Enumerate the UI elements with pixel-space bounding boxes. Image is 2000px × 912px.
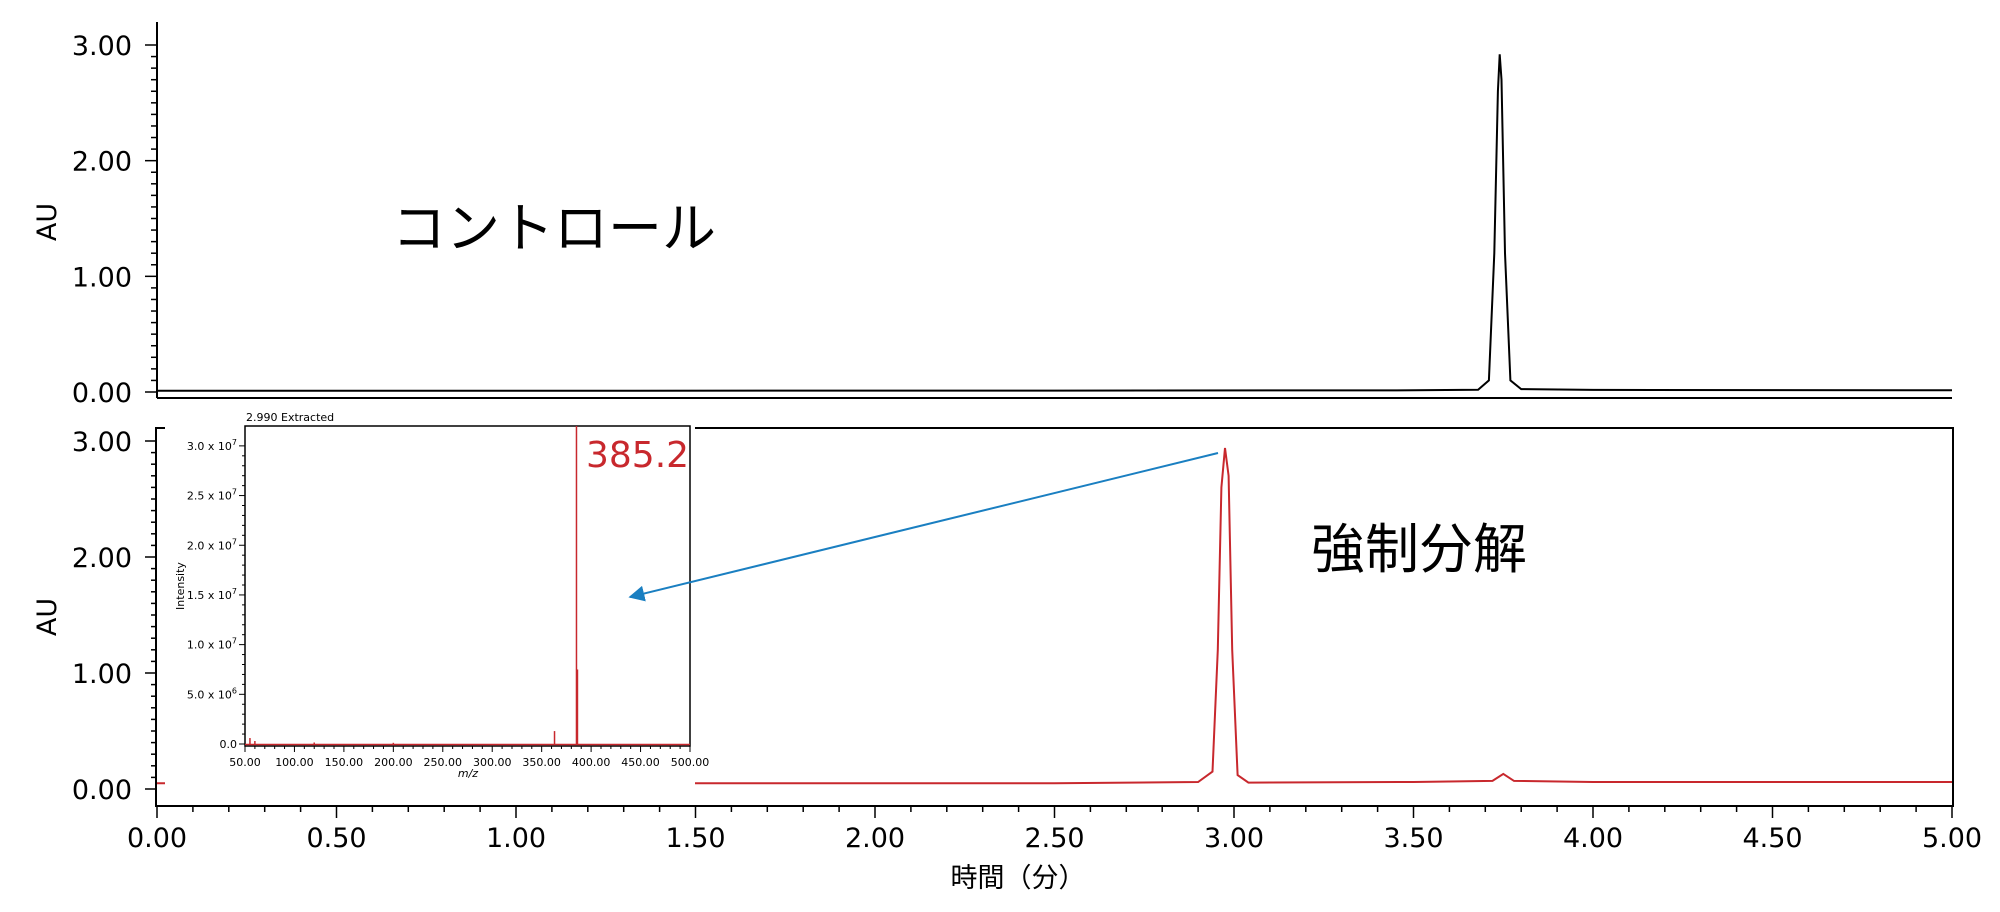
inset-plot-frame xyxy=(244,425,691,747)
forced-degradation-y-axis-title: AU xyxy=(32,598,63,636)
forced-degradation-chromatogram-panel: 0.00 1.00 2.00 3.00 0.00 0.50 1.00 1.50 2.00 2.5… xyxy=(32,427,1982,894)
inset-y-tick-label: 0.0 xyxy=(220,738,238,751)
control-y-tick-label: 3.00 xyxy=(72,31,132,62)
inset-peaks xyxy=(249,426,579,744)
inset-y-ticks: 0.0 5.0 x 106 1.0 x 107 1.5 x 107 2.0 x 107 2… xyxy=(187,438,245,751)
forced-degradation-y-tick-label: 0.00 xyxy=(72,775,132,806)
forced-degradation-x-tick-label: 2.00 xyxy=(845,823,905,854)
inset-x-tick-label: 450.00 xyxy=(621,756,660,769)
inset-x-tick-label: 300.00 xyxy=(473,756,512,769)
inset-y-tick-label: 5.0 x 106 xyxy=(187,686,237,701)
forced-degradation-y-tick-label: 2.00 xyxy=(72,543,132,574)
inset-y-tick-label: 1.0 x 107 xyxy=(187,637,237,652)
inset-background xyxy=(165,412,695,804)
control-panel-label: コントロール xyxy=(392,197,716,260)
forced-degradation-x-tick-label: 4.50 xyxy=(1742,823,1802,854)
forced-degradation-x-tick-label: 3.00 xyxy=(1204,823,1264,854)
control-y-tick-label: 0.00 xyxy=(72,378,132,409)
forced-degradation-panel-label: 強制分解 xyxy=(1311,518,1527,581)
forced-degradation-x-axis-title: 時間（分） xyxy=(951,863,1086,894)
control-y-tick-label: 1.00 xyxy=(72,262,132,293)
forced-degradation-x-tick-label: 1.50 xyxy=(665,823,725,854)
inset-y-axis-title: Intensity xyxy=(174,562,187,610)
control-chromatogram-panel: 0.00 1.00 2.00 3.00 AU コントロール xyxy=(32,22,1953,409)
inset-x-tick-label: 150.00 xyxy=(325,756,364,769)
control-y-ticks: 0.00 1.00 2.00 3.00 xyxy=(72,31,157,409)
inset-x-tick-label: 400.00 xyxy=(572,756,611,769)
forced-degradation-x-tick-label: 2.50 xyxy=(1024,823,1084,854)
forced-degradation-x-tick-label: 5.00 xyxy=(1922,823,1982,854)
mass-spectrum-inset: 2.990 Extracted 0.0 5.0 x 106 1.0 x 107 1.5… xyxy=(165,411,709,804)
control-trace-line xyxy=(156,54,1953,392)
forced-degradation-y-ticks: 0.00 1.00 2.00 3.00 xyxy=(72,427,157,806)
inset-x-ticks: 50.00 100.00 150.00 200.00 250.00 300.00 350.0… xyxy=(229,746,709,769)
inset-peak-label: 385.2 xyxy=(586,435,689,476)
control-y-tick-label: 2.00 xyxy=(72,147,132,178)
forced-degradation-x-ticks: 0.00 0.50 1.00 1.50 2.00 2.50 3.00 3.50 4.00 4.50… xyxy=(127,806,1982,854)
inset-x-tick-label: 100.00 xyxy=(275,756,314,769)
forced-degradation-x-tick-label: 0.00 xyxy=(127,823,187,854)
inset-title: 2.990 Extracted xyxy=(246,411,334,424)
forced-degradation-y-tick-label: 1.00 xyxy=(72,659,132,690)
forced-degradation-trace-line xyxy=(157,447,1952,785)
forced-degradation-x-tick-label: 1.00 xyxy=(486,823,546,854)
control-y-axis-title: AU xyxy=(32,203,63,241)
forced-degradation-x-tick-label: 3.50 xyxy=(1383,823,1443,854)
inset-x-axis-title: m/z xyxy=(458,767,478,780)
inset-x-tick-label: 50.00 xyxy=(229,756,261,769)
inset-y-tick-label: 2.0 x 107 xyxy=(187,537,237,552)
forced-degradation-x-tick-label: 0.50 xyxy=(306,823,366,854)
inset-x-tick-label: 500.00 xyxy=(671,756,710,769)
annotation-arrow xyxy=(628,452,1219,602)
inset-y-tick-label: 1.5 x 107 xyxy=(187,587,237,602)
inset-x-tick-label: 250.00 xyxy=(424,756,463,769)
forced-degradation-y-tick-label: 3.00 xyxy=(72,427,132,458)
forced-degradation-x-tick-label: 4.00 xyxy=(1563,823,1623,854)
inset-y-tick-label: 2.5 x 107 xyxy=(187,488,237,503)
inset-x-tick-label: 350.00 xyxy=(522,756,561,769)
inset-x-tick-label: 200.00 xyxy=(374,756,413,769)
inset-y-tick-label: 3.0 x 107 xyxy=(187,438,237,453)
